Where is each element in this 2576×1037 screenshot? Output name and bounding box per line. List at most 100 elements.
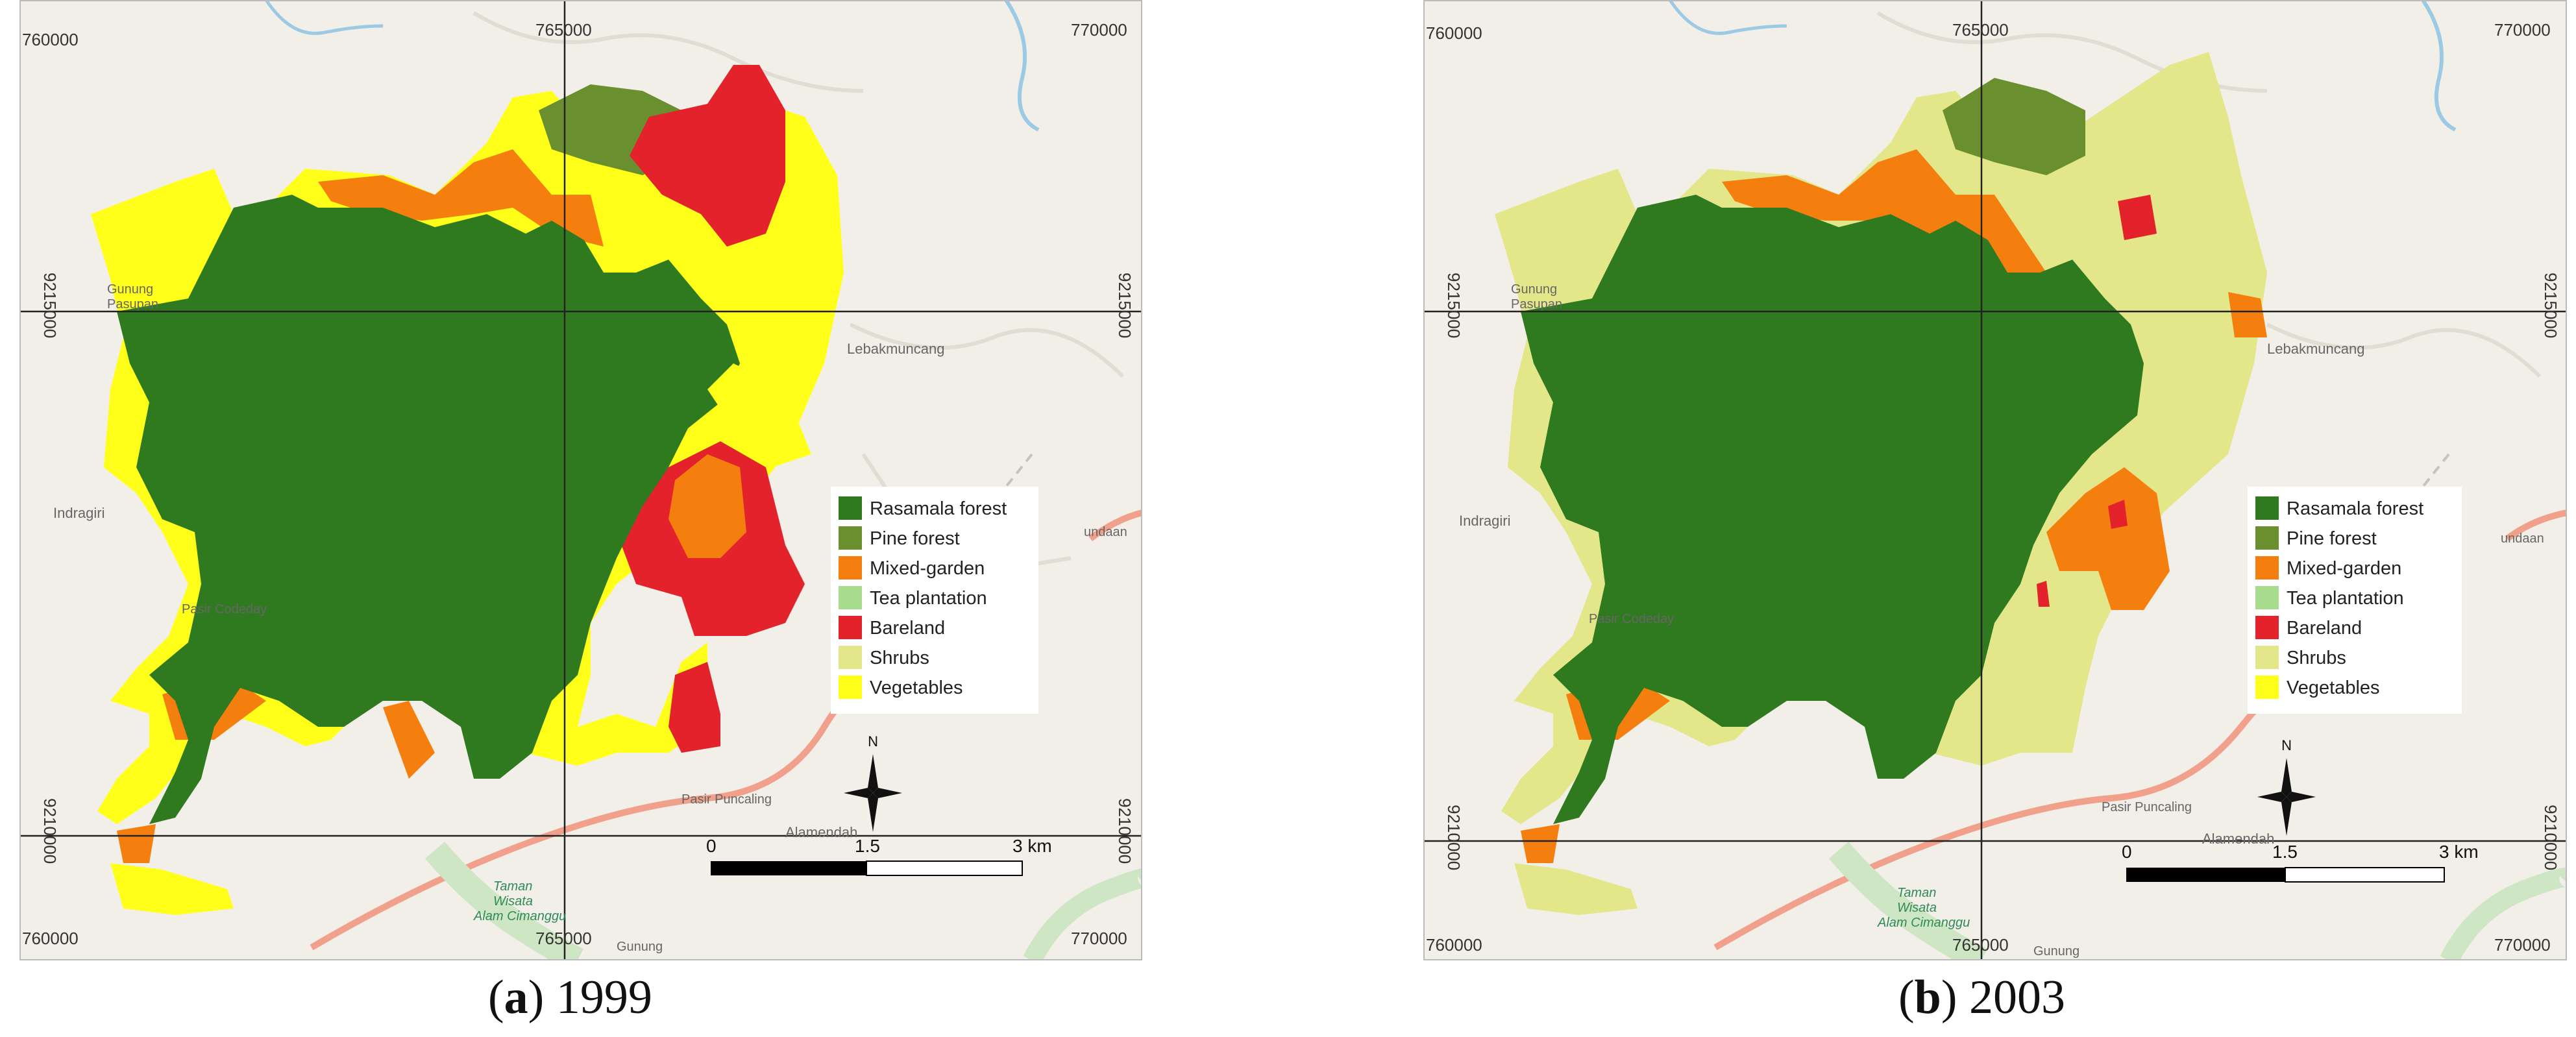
place-label: Taman (1897, 886, 1936, 900)
landuse-bareland (2037, 581, 2050, 607)
landuse-layer-a (91, 65, 844, 915)
place-label: Wisata (1897, 901, 1937, 915)
grid-label-y-upper-left: 9215000 (1444, 273, 1464, 338)
grid-lines-a (19, 0, 1142, 960)
place-label: Gunung (107, 282, 153, 297)
grid-label-y-lower-left: 9210000 (40, 798, 60, 864)
landuse-mixed-garden (669, 454, 746, 558)
legend-swatch (839, 676, 862, 699)
river (264, 0, 384, 35)
green-area (424, 841, 584, 960)
place-label: Gunung (617, 940, 663, 954)
river (1668, 0, 1787, 35)
map-panel-b: 760000 765000 770000 760000 765000 77000… (1423, 0, 2567, 960)
map-frame (19, 0, 1142, 960)
landuse-mixed-garden (2046, 467, 2170, 610)
landuse-vegetables (110, 863, 234, 915)
landuse-bareland (2108, 500, 2128, 529)
scale-bar-a: 0 1.5 3 km (706, 836, 1052, 876)
legend-a: Rasamala forest Pine forest Mixed-garden Te… (831, 487, 1038, 714)
landuse-mixed-garden (318, 149, 604, 247)
landuse-pine-forest (552, 91, 643, 156)
place-label: Alam Cimanggu (1877, 916, 1970, 930)
grid-label-x-mid: 765000 (535, 20, 592, 40)
compass-star-icon (844, 788, 873, 798)
legend-swatch (2255, 496, 2279, 520)
scale-label-mid: 1.5 (855, 836, 880, 856)
basemap-roads (264, 0, 1142, 960)
legend-swatch (2255, 676, 2279, 699)
legend-label: Pine forest (870, 528, 960, 549)
legend-swatch (2255, 586, 2279, 609)
landuse-rasamala-forest (1521, 195, 2144, 824)
place-label: Lebakmuncang (2267, 341, 2364, 357)
north-label: N (2281, 737, 2292, 753)
compass-star-icon (2257, 792, 2287, 802)
legend-swatch (2255, 646, 2279, 669)
place-label: Wisata (493, 894, 533, 909)
legend-box (831, 487, 1038, 714)
scale-bar-white-segment (2285, 867, 2445, 883)
major-road (1088, 509, 1142, 542)
grid-label-y-upper-left: 9215000 (40, 273, 60, 338)
caption-a: (a) 1999 (488, 971, 652, 1024)
legend-swatch (839, 586, 862, 609)
legend-label: Vegetables (870, 677, 963, 698)
legend-label: Bareland (870, 618, 945, 639)
grid-label-y-lower-right: 9210000 (2541, 805, 2560, 870)
grid-label-x-right-bottom: 770000 (2494, 935, 2551, 955)
scale-label-0: 0 (706, 836, 717, 856)
place-label: Alamendah (2202, 831, 2274, 847)
legend-label: Shrubs (870, 648, 929, 668)
north-arrow-b: N (2257, 737, 2316, 836)
legend-label: Rasamala forest (2287, 498, 2423, 519)
landuse-bareland (669, 662, 720, 753)
north-arrow-a: N (844, 733, 902, 832)
landuse-mixed-garden (2228, 292, 2267, 337)
landuse-layer-b (1495, 52, 2267, 915)
caption-year: 1999 (556, 971, 652, 1024)
scale-bar-b: 0 1.5 3 km (2122, 842, 2479, 883)
legend-swatch (2255, 526, 2279, 550)
place-label: Indragiri (53, 505, 104, 521)
grid-label-y-lower-left: 9210000 (1444, 805, 1464, 870)
map-canvas-b: 760000 765000 770000 760000 765000 77000… (1423, 0, 2567, 960)
place-label: Pasupan (1511, 297, 1562, 311)
grid-label-x-left: 760000 (22, 30, 79, 49)
north-label: N (868, 733, 878, 750)
compass-star-icon (868, 793, 878, 832)
compass-star-icon (868, 754, 878, 793)
grid-lines-b (1423, 0, 2567, 960)
minor-road (472, 11, 864, 93)
major-road (2505, 509, 2567, 542)
legend-swatch (839, 616, 862, 639)
legend-label: Mixed-garden (870, 558, 985, 579)
scale-bar-white-segment (866, 860, 1023, 876)
legend-swatch (839, 556, 862, 580)
caption-letter: a (504, 971, 528, 1024)
legend-label: Tea plantation (870, 588, 987, 609)
caption-year: 2003 (1969, 971, 2065, 1024)
place-label: Gunung (1511, 282, 1557, 297)
place-label: Pasir Codeday (1589, 612, 1674, 626)
legend-label: Bareland (2287, 618, 2362, 639)
legend-swatch (2255, 616, 2279, 639)
landuse-bareland (630, 65, 785, 247)
legend-label: Pine forest (2287, 528, 2377, 549)
grid-label-x-mid-bottom: 765000 (535, 929, 592, 948)
scale-label-end: 3 km (2439, 842, 2479, 862)
map-frame (1423, 0, 2567, 960)
place-label: Lebakmuncang (847, 341, 944, 357)
legend-b: Rasamala forest Pine forest Mixed-garden Te… (2248, 487, 2462, 714)
place-label: Pasupan (107, 297, 158, 311)
legend-label: Shrubs (2287, 648, 2346, 668)
minor-road (2266, 323, 2542, 378)
compass-star-icon (873, 788, 902, 798)
place-label: undaan (2501, 531, 2544, 546)
legend-swatch (839, 526, 862, 550)
caption-letter: b (1914, 971, 1941, 1024)
grid-label-x-right: 770000 (1071, 20, 1127, 40)
scale-label-mid: 1.5 (2272, 842, 2298, 862)
place-label: Taman (493, 879, 532, 894)
grid-label-x-mid-bottom: 765000 (1952, 935, 2009, 955)
